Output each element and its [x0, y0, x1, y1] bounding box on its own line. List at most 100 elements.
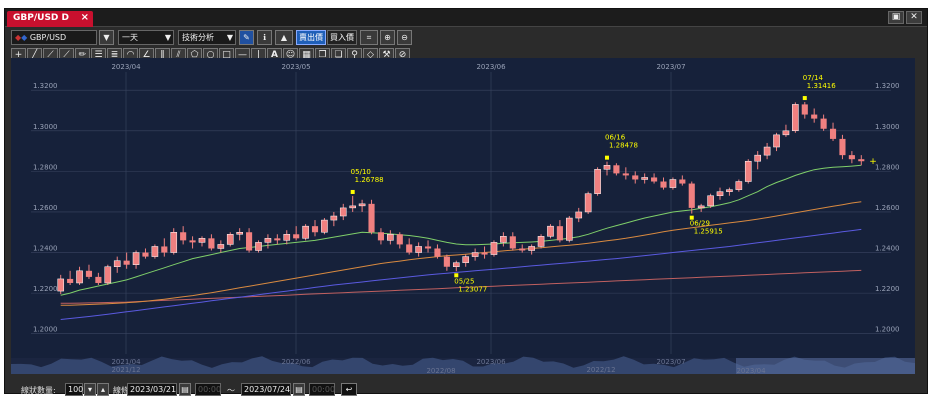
- y-tick-label-right: 1.3000: [875, 123, 900, 131]
- period-value: 一天: [122, 33, 138, 42]
- y-tick-label-left: 1.3000: [33, 123, 58, 131]
- from-date-input[interactable]: 2023/03/21: [127, 383, 177, 396]
- candle-body: [471, 252, 479, 257]
- candle-body: [406, 244, 413, 253]
- candle-body: [519, 248, 526, 251]
- zoom-in-icon[interactable]: ⊕: [380, 30, 395, 45]
- y-tick-label-left: 1.3200: [33, 82, 58, 90]
- navigator-label: 2023/04: [736, 367, 766, 374]
- count-down-icon[interactable]: ▾: [84, 383, 96, 396]
- count-up-icon[interactable]: ▴: [97, 383, 109, 396]
- annotation-price: 1.25915: [694, 228, 723, 236]
- candle-body: [293, 234, 300, 239]
- candle-body: [660, 181, 667, 188]
- candle-body: [811, 114, 818, 119]
- candle-body: [396, 234, 403, 245]
- candle-body: [829, 128, 837, 139]
- annotation-price: 1.31416: [807, 82, 836, 90]
- to-time-input[interactable]: 00:00: [309, 383, 335, 396]
- to-calendar-icon[interactable]: ▤: [293, 383, 305, 396]
- navigator-area: [11, 356, 915, 374]
- candle-body: [651, 177, 658, 182]
- candle-body: [490, 242, 498, 255]
- candle-body: [330, 215, 338, 221]
- zoom-out-icon[interactable]: ⊖: [397, 30, 412, 45]
- candle-body: [85, 270, 93, 277]
- candle-body: [566, 217, 573, 241]
- symbol-value: GBP/USD: [29, 33, 67, 42]
- candle-body: [358, 203, 366, 207]
- candle-body: [603, 165, 611, 170]
- candle-body: [622, 173, 629, 176]
- candle-body: [339, 207, 347, 217]
- bottom-bar: 線狀數量: 100 ▾ ▴ 線條 2023/03/21 ▤ 00:00 〜 20…: [21, 383, 381, 397]
- count-input[interactable]: 100: [65, 383, 83, 396]
- y-tick-label-left: 1.2200: [33, 285, 58, 293]
- us-flag-icon: ◆: [21, 33, 28, 42]
- info-icon[interactable]: ℹ: [257, 30, 272, 45]
- refresh-icon[interactable]: ↩: [341, 383, 357, 396]
- restore-icon[interactable]: ▣: [888, 11, 904, 24]
- candle-body: [848, 155, 855, 160]
- tab-close-icon[interactable]: ×: [80, 12, 89, 23]
- candle-body: [613, 165, 620, 174]
- tab-title: GBP/USD D: [13, 13, 69, 23]
- to-date-input[interactable]: 2023/07/24: [241, 383, 291, 396]
- analysis-select[interactable]: 技術分析 ▼: [178, 30, 236, 45]
- candle-body: [151, 246, 159, 257]
- y-tick-label-left: 1.2800: [33, 163, 58, 171]
- candle-body: [763, 146, 771, 156]
- candle-body: [575, 211, 583, 219]
- candle-body: [452, 262, 460, 267]
- symbol-select[interactable]: ◆◆ GBP/USD: [11, 30, 97, 45]
- candle-body: [697, 205, 705, 209]
- period-select[interactable]: 一天 ▼: [118, 30, 174, 45]
- title-bar: GBP/USD D × ▣ ✕: [5, 9, 927, 27]
- candle-body: [123, 260, 130, 265]
- close-window-icon[interactable]: ✕: [906, 11, 922, 24]
- analysis-value: 技術分析: [182, 33, 214, 42]
- symbol-dropdown-icon[interactable]: ▼: [99, 30, 114, 45]
- candle-body: [189, 240, 196, 243]
- candle-body: [537, 236, 545, 247]
- candle-body: [744, 160, 752, 182]
- candle-body: [688, 183, 695, 208]
- candle-body: [481, 252, 488, 255]
- from-time-input[interactable]: 00:00: [195, 383, 221, 396]
- navigator-label: 2022/08: [426, 367, 455, 374]
- candle-body: [547, 225, 554, 237]
- crosshair-icon[interactable]: ⌗: [360, 30, 378, 45]
- candle-body: [839, 138, 846, 156]
- candle-body: [142, 252, 149, 257]
- y-tick-label-right: 1.2400: [875, 245, 900, 253]
- candle-body: [424, 246, 432, 249]
- candle-body: [113, 260, 121, 267]
- annotation-marker: [689, 215, 694, 220]
- candle-body: [161, 246, 168, 253]
- annotation-marker: [604, 155, 609, 160]
- mountain-chart-icon[interactable]: ▲: [275, 30, 293, 45]
- ma-mid-line: [60, 201, 862, 306]
- annotation-marker: [350, 189, 355, 194]
- candle-body: [594, 169, 601, 194]
- sell-price-button[interactable]: 賣出價: [296, 30, 326, 45]
- candle-body: [679, 179, 686, 184]
- annotation-date: 06/16: [605, 134, 626, 142]
- from-calendar-icon[interactable]: ▤: [179, 383, 191, 396]
- buy-price-button[interactable]: 買入價: [327, 30, 357, 45]
- chart-tab[interactable]: GBP/USD D ×: [7, 11, 93, 27]
- candle-body: [67, 278, 74, 283]
- navigator-label: 2021/12: [111, 366, 140, 374]
- candle-body: [387, 234, 394, 241]
- candle-body: [255, 242, 262, 251]
- ma-long-line: [60, 228, 862, 320]
- x-tick-label: 2023/04: [111, 63, 141, 71]
- x-tick-label: 2023/06: [476, 63, 506, 71]
- y-tick-label-right: 1.2600: [875, 204, 900, 212]
- last-price-marker: +: [869, 157, 877, 167]
- candle-body: [226, 234, 234, 245]
- y-tick-label-right: 1.2200: [875, 285, 900, 293]
- pen-icon[interactable]: ✎: [239, 30, 254, 45]
- navigator-selection: [736, 358, 915, 374]
- price-chart[interactable]: 2023/04 2023/05 2023/06 2023/07 1.3200 1.3200…: [11, 58, 915, 374]
